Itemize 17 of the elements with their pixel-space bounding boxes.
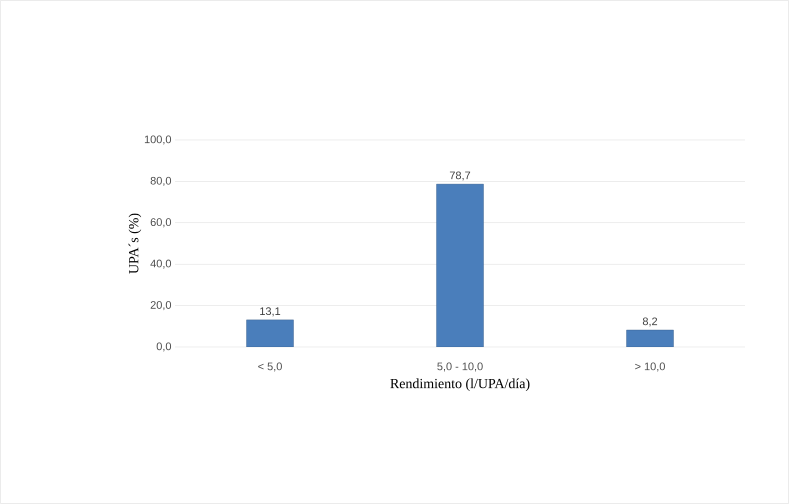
- y-axis-title: UPA´s (%): [128, 214, 142, 274]
- y-tick-label: 20,0: [150, 301, 172, 310]
- x-tick-label: > 10,0: [635, 362, 665, 372]
- x-tick-label: 5,0 - 10,0: [437, 362, 483, 372]
- bar: [436, 184, 484, 347]
- bar: [246, 320, 294, 347]
- data-label: 78,7: [450, 172, 470, 181]
- bar: [626, 330, 674, 347]
- x-axis-title: Rendimiento (l/UPA/día): [390, 378, 530, 392]
- y-tick-label: 0,0: [156, 342, 172, 352]
- data-label: 13,1: [260, 307, 280, 316]
- y-tick-label: 100,0: [144, 135, 172, 145]
- y-tick-label: 60,0: [150, 218, 172, 228]
- y-tick-label: 80,0: [150, 176, 172, 186]
- data-label: 8,2: [642, 317, 658, 326]
- x-tick-label: < 5,0: [258, 362, 282, 372]
- y-tick-label: 40,0: [150, 260, 172, 269]
